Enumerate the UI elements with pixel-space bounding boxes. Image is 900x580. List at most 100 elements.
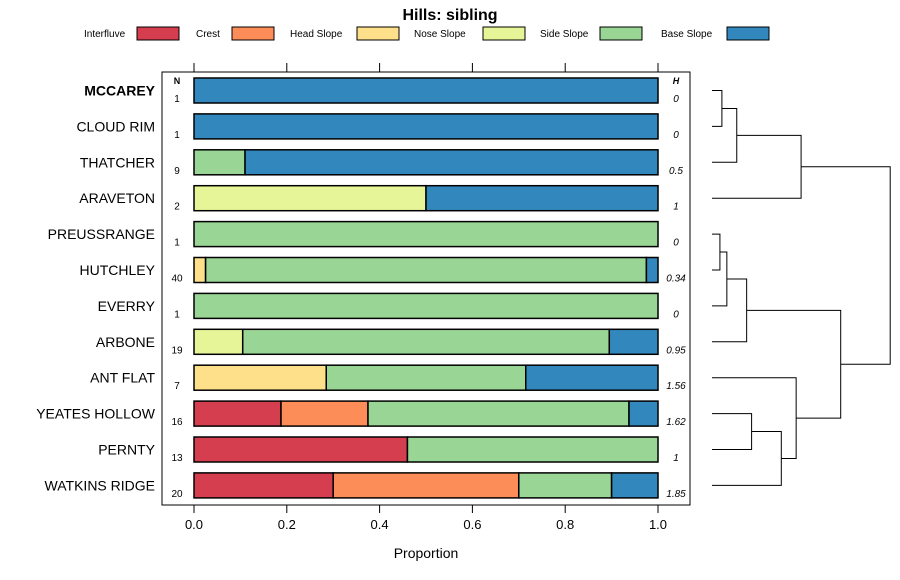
- bar-segment-interfluve: [193, 400, 282, 427]
- legend-swatch-interfluve: [136, 26, 180, 41]
- legend-label-head-slope: Head Slope: [290, 29, 343, 40]
- dendrogram-link: [712, 278, 748, 343]
- dendrogram-link: [712, 233, 721, 271]
- x-axis-title: Proportion: [394, 545, 459, 561]
- n-value: 1: [174, 130, 180, 141]
- bar-row: WATKINS RIDGE 20 1.85: [45, 472, 686, 500]
- h-value: 0: [673, 238, 679, 249]
- dendrogram-link: [712, 107, 738, 163]
- legend: Interfluve Crest Head Slope Nose Slope Side …: [84, 26, 770, 41]
- x-tick-label: 0.0: [185, 517, 203, 532]
- dendrogram-link: [712, 90, 723, 127]
- x-tick-label: 1.0: [649, 517, 667, 532]
- h-value: 0.34: [666, 274, 686, 285]
- h-column-header: H: [673, 76, 680, 86]
- row-label: ANT FLAT: [90, 370, 155, 386]
- x-tick-label: 0.6: [463, 517, 481, 532]
- bar-segment-interfluve: [193, 472, 334, 499]
- bar-segment-head-slope: [193, 364, 327, 391]
- bar-row: PREUSSRANGE 1 0: [48, 220, 679, 249]
- n-column-header: N: [174, 76, 181, 86]
- row-label: ARAVETON: [79, 190, 155, 206]
- legend-label-side-slope: Side Slope: [540, 29, 589, 40]
- x-tick-label: 0.4: [371, 517, 389, 532]
- bar-segment-base-slope: [244, 149, 659, 176]
- bar-segment-crest: [332, 472, 520, 499]
- row-label: PREUSSRANGE: [48, 226, 155, 242]
- n-value: 20: [171, 489, 183, 500]
- row-label: WATKINS RIDGE: [45, 477, 155, 493]
- legend-label-nose-slope: Nose Slope: [414, 29, 466, 40]
- legend-label-base-slope: Base Slope: [661, 29, 713, 40]
- bar-segment-side-slope: [193, 220, 659, 248]
- legend-swatch-base-slope: [726, 26, 770, 41]
- bar-segment-side-slope: [204, 256, 648, 284]
- dendrogram: [712, 90, 891, 486]
- dendrogram-link: [712, 377, 797, 459]
- bar-segment-side-slope: [406, 436, 659, 463]
- legend-swatch-nose-slope: [482, 26, 526, 41]
- n-value: 16: [171, 417, 183, 428]
- row-label: EVERRY: [98, 298, 156, 314]
- bar-segment-base-slope: [645, 256, 659, 284]
- bar-row: ANT FLAT 7 1.56: [90, 364, 686, 392]
- n-value: 9: [174, 166, 180, 177]
- n-value: 2: [174, 202, 180, 213]
- x-tick-label: 0.2: [278, 517, 296, 532]
- bar-row: EVERRY 1 0: [98, 292, 679, 320]
- top-axis-ticks: [193, 63, 659, 72]
- n-value: 13: [171, 453, 183, 464]
- row-label: HUTCHLEY: [80, 262, 156, 278]
- h-value: 0: [673, 309, 679, 320]
- plot-frame: [161, 71, 691, 506]
- bar-rows: MCCAREY 1 0 CLOUD RIM 1 0 THATCHER 9 0.5 ARAVETON…: [36, 77, 686, 500]
- dendrogram-link: [801, 166, 891, 365]
- bar-row: THATCHER 9 0.5: [80, 149, 683, 177]
- bar-segment-base-slope: [525, 364, 659, 391]
- bar-segment-side-slope: [193, 292, 659, 320]
- x-axis: 0.0 0.2 0.4 0.6 0.8 1.0: [185, 505, 667, 532]
- bar-segment-interfluve: [193, 436, 409, 463]
- chart-title: Hills: sibling: [402, 7, 497, 24]
- bar-segment-side-slope: [367, 400, 630, 427]
- dendrogram-link: [712, 134, 802, 199]
- legend-swatch-side-slope: [599, 26, 643, 41]
- row-label: PERNTY: [98, 442, 155, 458]
- bar-segment-nose-slope: [193, 184, 427, 212]
- bar-segment-base-slope: [425, 184, 659, 212]
- bar-row: PERNTY 13 1: [98, 436, 679, 464]
- n-value: 1: [174, 238, 180, 249]
- row-label: THATCHER: [80, 154, 155, 170]
- dendrogram-link: [746, 309, 842, 419]
- h-value: 0: [673, 130, 679, 141]
- n-value: 7: [174, 381, 180, 392]
- h-value: 1.62: [666, 417, 686, 428]
- bar-segment-side-slope: [518, 472, 613, 499]
- n-value: 1: [174, 309, 180, 320]
- h-value: 0.95: [666, 345, 686, 356]
- h-value: 1.56: [666, 381, 686, 392]
- row-label: YEATES HOLLOW: [36, 406, 156, 422]
- h-value: 0: [673, 94, 679, 105]
- legend-label-interfluve: Interfluve: [84, 29, 126, 40]
- x-tick-label: 0.8: [556, 517, 574, 532]
- n-value: 19: [171, 345, 183, 356]
- bar-segment-base-slope: [628, 400, 659, 427]
- bar-row: ARAVETON 2 1: [79, 184, 679, 213]
- bar-segment-nose-slope: [193, 328, 244, 356]
- bar-segment-head-slope: [193, 256, 207, 284]
- bar-row: MCCAREY 1 0: [84, 77, 679, 105]
- row-label: CLOUD RIM: [76, 118, 155, 134]
- h-value: 1.85: [666, 489, 686, 500]
- bar-segment-crest: [280, 400, 369, 427]
- h-value: 1: [673, 453, 679, 464]
- bar-segment-side-slope: [193, 149, 246, 176]
- bar-segment-base-slope: [193, 113, 659, 140]
- bar-row: CLOUD RIM 1 0: [76, 113, 679, 141]
- dendrogram-link: [712, 431, 782, 486]
- legend-label-crest: Crest: [196, 29, 220, 40]
- bar-row: HUTCHLEY 40 0.34: [80, 256, 686, 285]
- h-value: 1: [673, 202, 679, 213]
